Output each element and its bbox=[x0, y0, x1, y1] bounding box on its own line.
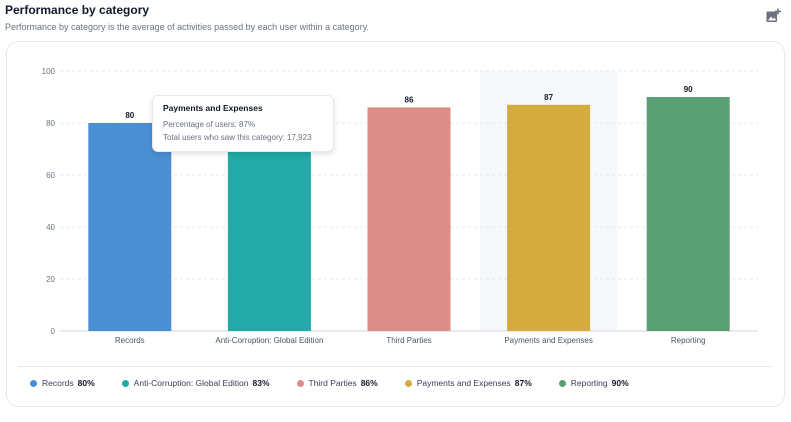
tooltip-total-users: Total users who saw this category: 17,92… bbox=[163, 133, 312, 142]
image-add-icon[interactable] bbox=[765, 8, 781, 24]
legend-value: 86% bbox=[360, 378, 378, 388]
x-category-label: Third Parties bbox=[386, 336, 431, 345]
bar-value-label: 87 bbox=[544, 93, 553, 102]
legend-label: Reporting bbox=[570, 378, 608, 388]
legend-label: Third Parties bbox=[308, 378, 357, 388]
x-category-label: Payments and Expenses bbox=[504, 336, 593, 345]
tooltip-title: Payments and Expenses bbox=[163, 103, 263, 113]
bar bbox=[646, 97, 730, 331]
legend-value: 90% bbox=[611, 378, 629, 388]
page-title: Performance by category bbox=[5, 3, 150, 17]
y-tick-label: 60 bbox=[46, 171, 55, 180]
legend-item[interactable]: Records 80% bbox=[30, 378, 95, 388]
y-tick-label: 100 bbox=[42, 67, 56, 76]
legend-label: Anti-Corruption: Global Edition bbox=[133, 378, 249, 388]
legend-value: 80% bbox=[77, 378, 95, 388]
bar bbox=[507, 104, 591, 331]
legend-dot-icon bbox=[121, 379, 129, 387]
legend-label: Records bbox=[42, 378, 74, 388]
legend-dot-icon bbox=[404, 379, 412, 387]
tooltip-percentage: Percentage of users: 87% bbox=[163, 120, 256, 129]
page-subtitle: Performance by category is the average o… bbox=[5, 22, 370, 32]
y-tick-label: 0 bbox=[51, 327, 56, 336]
bar bbox=[367, 107, 451, 332]
legend-dot-icon bbox=[30, 379, 37, 387]
legend-item[interactable]: Reporting 90% bbox=[558, 378, 629, 388]
bar bbox=[88, 123, 172, 331]
chart-tooltip: Payments and Expenses Percentage of user… bbox=[152, 95, 334, 152]
legend-item[interactable]: Anti-Corruption: Global Edition 83% bbox=[121, 378, 270, 388]
x-category-label: Records bbox=[115, 336, 145, 345]
legend-item[interactable]: Third Parties 86% bbox=[296, 378, 378, 388]
bar-value-label: 86 bbox=[405, 95, 414, 104]
legend-divider bbox=[18, 366, 773, 367]
legend-dot-icon bbox=[296, 379, 304, 387]
x-category-label: Reporting bbox=[671, 336, 706, 345]
bar-value-label: 80 bbox=[125, 111, 134, 120]
y-tick-label: 20 bbox=[46, 275, 55, 284]
bar-value-label: 90 bbox=[684, 85, 693, 94]
legend-item[interactable]: Payments and Expenses 87% bbox=[404, 378, 532, 388]
x-category-label: Anti-Corruption: Global Edition bbox=[215, 336, 323, 345]
legend-dot-icon bbox=[558, 379, 566, 387]
y-tick-label: 40 bbox=[46, 223, 55, 232]
legend-value: 83% bbox=[252, 378, 270, 388]
y-tick-label: 80 bbox=[46, 119, 55, 128]
legend-label: Payments and Expenses bbox=[416, 378, 511, 388]
chart-legend: Records 80% Anti-Corruption: Global Editio… bbox=[30, 378, 656, 388]
legend-value: 87% bbox=[514, 378, 532, 388]
